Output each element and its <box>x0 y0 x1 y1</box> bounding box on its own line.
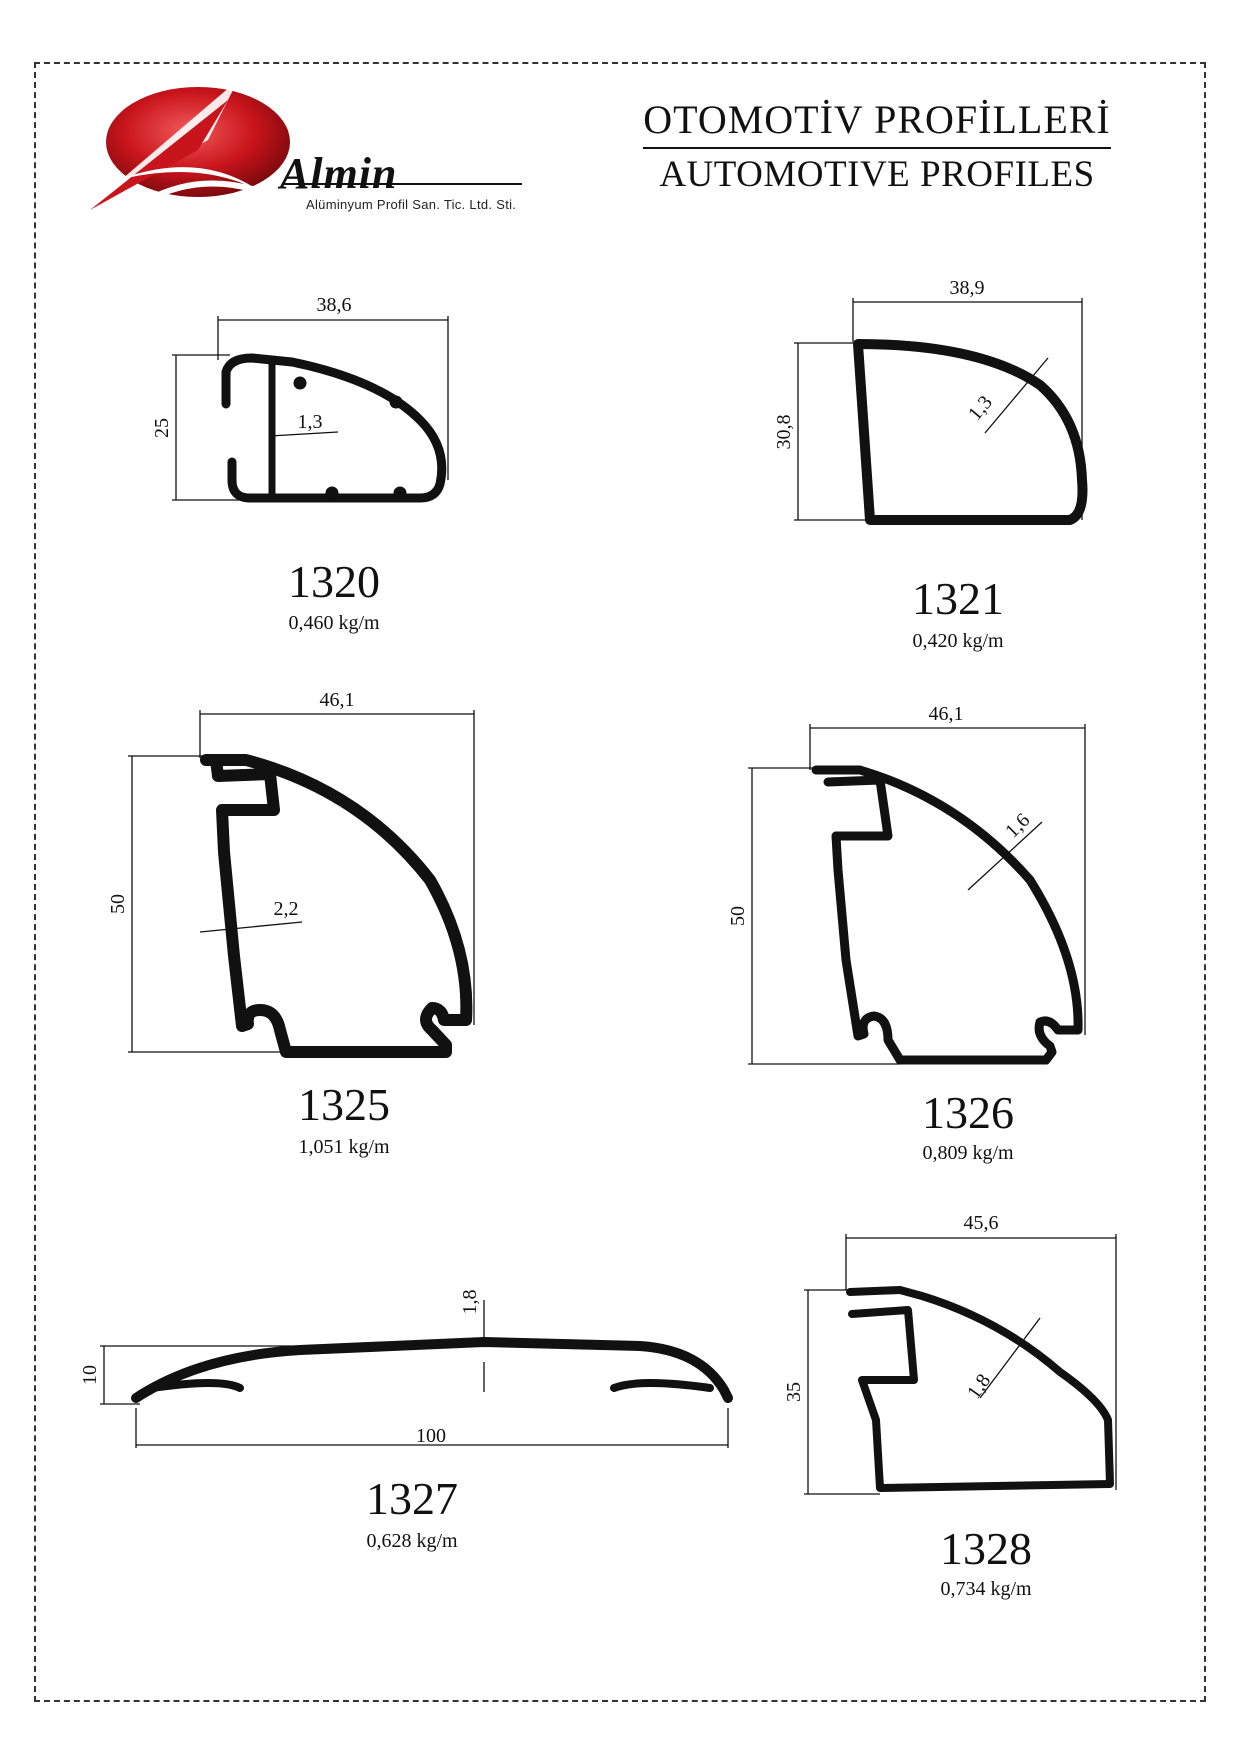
profile-weight-1325: 1,051 kg/m <box>298 1136 390 1158</box>
dim-1325-wall: 2,2 <box>274 898 299 920</box>
brand-name: Almin <box>280 149 398 198</box>
brand-subtitle: Alüminyum Profil San. Tic. Ltd. Sti. <box>306 197 517 212</box>
almin-logo <box>88 80 528 220</box>
dim-1328-height: 35 <box>783 1382 805 1402</box>
profile-code-1326: 1326 <box>922 1087 1014 1138</box>
profile-weight-1326: 0,809 kg/m <box>922 1142 1014 1164</box>
title-turkish: OTOMOTİV PROFİLLERİ <box>643 96 1111 149</box>
profile-code-1320: 1320 <box>288 556 380 607</box>
title-english: AUTOMOTIVE PROFILES <box>659 154 1095 195</box>
profile-weight-1321: 0,420 kg/m <box>912 630 1004 652</box>
dim-1328-wall: 1,8 <box>963 1370 995 1403</box>
profile-code-1327: 1327 <box>366 1473 458 1524</box>
profile-code-1328: 1328 <box>940 1523 1032 1574</box>
dim-1321-wall: 1,3 <box>964 391 997 424</box>
page-border <box>34 62 1206 1702</box>
profile-weight-1328: 0,734 kg/m <box>940 1578 1032 1600</box>
dim-1320-wall: 1,3 <box>298 411 323 433</box>
dim-1326-width: 46,1 <box>929 703 964 725</box>
dim-1321-width: 38,9 <box>950 277 985 299</box>
dim-1320-height: 25 <box>151 418 173 438</box>
dim-1321-height: 30,8 <box>773 415 795 450</box>
dim-1325-width: 46,1 <box>320 689 355 711</box>
dim-1327-height: 10 <box>79 1365 101 1385</box>
dim-1326-height: 50 <box>727 906 749 926</box>
dim-1327-wall: 1,8 <box>459 1290 481 1315</box>
page-title: OTOMOTİV PROFİLLERİ AUTOMOTIVE PROFILES <box>620 96 1134 196</box>
profile-code-1325: 1325 <box>298 1079 390 1130</box>
profile-weight-1327: 0,628 kg/m <box>366 1530 458 1552</box>
dim-1328-width: 45,6 <box>964 1212 999 1234</box>
dim-1325-height: 50 <box>107 894 129 914</box>
profile-weight-1320: 0,460 kg/m <box>288 612 380 634</box>
profile-code-1321: 1321 <box>912 573 1004 624</box>
dim-1327-width: 100 <box>416 1425 446 1447</box>
dim-1320-width: 38,6 <box>317 294 352 316</box>
dim-1326-wall: 1,6 <box>1001 809 1034 842</box>
